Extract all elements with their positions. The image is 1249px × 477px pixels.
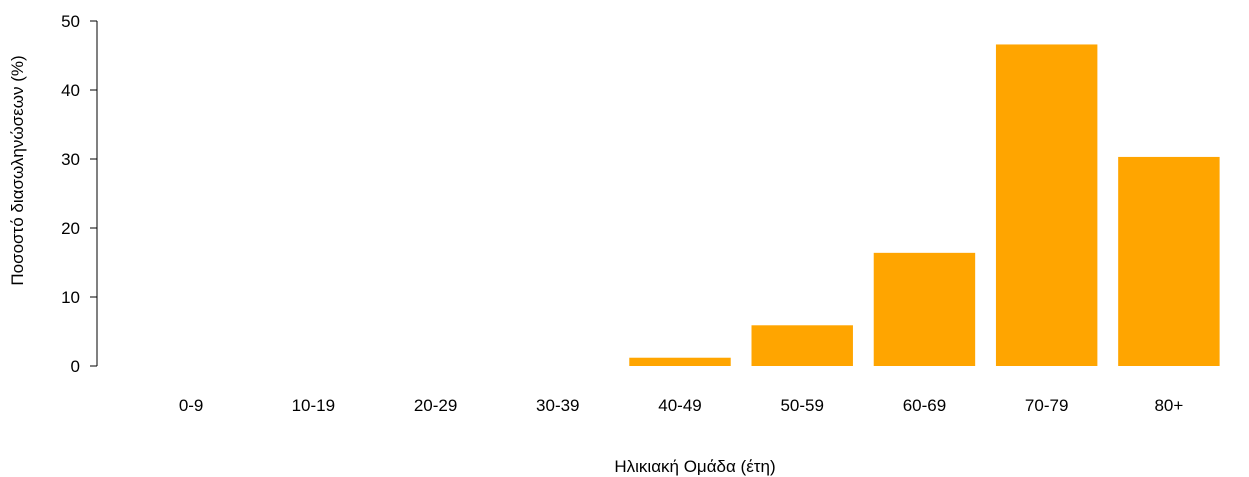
bar-60-69 bbox=[873, 252, 976, 366]
y-tick-label: 40 bbox=[61, 81, 80, 100]
bar-80+ bbox=[1118, 156, 1220, 366]
bar-70-79 bbox=[995, 44, 1098, 367]
y-tick-label: 20 bbox=[61, 219, 80, 238]
y-tick-label: 10 bbox=[61, 288, 80, 307]
bar-50-59 bbox=[751, 325, 853, 366]
x-tick-label: 40-49 bbox=[658, 396, 701, 415]
x-tick-label: 80+ bbox=[1154, 396, 1183, 415]
y-axis-title: Ποσοστό διασωληνώσεων (%) bbox=[8, 55, 27, 285]
x-tick-label: 30-39 bbox=[536, 396, 579, 415]
y-tick-label: 30 bbox=[61, 150, 80, 169]
bar-40-49 bbox=[629, 357, 731, 366]
x-tick-label: 20-29 bbox=[414, 396, 457, 415]
y-axis: 0 10 20 30 40 50 bbox=[61, 12, 98, 376]
x-tick-label: 0-9 bbox=[179, 396, 204, 415]
x-axis-title: Ηλικιακή Ομάδα (έτη) bbox=[614, 457, 775, 476]
x-tick-labels: 0-9 10-19 20-29 30-39 40-49 50-59 60-69 70-79 80… bbox=[179, 396, 1184, 415]
y-tick-label: 50 bbox=[61, 12, 80, 31]
x-tick-label: 10-19 bbox=[292, 396, 335, 415]
x-tick-label: 60-69 bbox=[903, 396, 946, 415]
bars bbox=[629, 44, 1220, 367]
x-tick-label: 50-59 bbox=[780, 396, 823, 415]
y-tick-label: 0 bbox=[71, 357, 80, 376]
x-tick-label: 70-79 bbox=[1025, 396, 1068, 415]
